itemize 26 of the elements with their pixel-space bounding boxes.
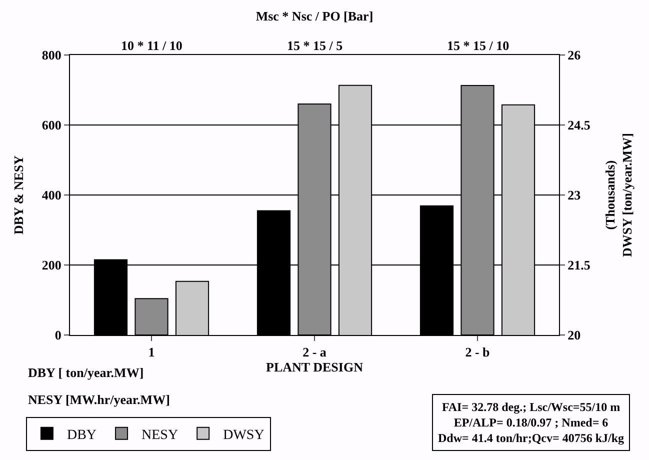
chart-title: Msc * Nsc / PO [Bar] xyxy=(256,8,374,24)
text: 15 * 15 / 5 xyxy=(287,38,344,53)
y2-tick-label: 21.5 xyxy=(568,258,591,273)
legend-label: DWSY xyxy=(223,428,264,443)
y-tick-label: 0 xyxy=(54,328,62,343)
text: 15 * 15 / 10 xyxy=(447,38,510,53)
y2-tick-label: 26 xyxy=(568,48,582,63)
text: 10 * 11 / 10 xyxy=(121,38,182,53)
text: NESY [MW.hr/year.MW] xyxy=(28,392,170,407)
y-tick-label: 200 xyxy=(42,258,62,273)
text: FAI= 32.78 deg.; Lsc/Wsc=55/10 m EP/ALP= 0.18/0.97 ; Nmed= 6 Ddw= 41.4 ton/hr;Qcv= 40756 kJ/kg xyxy=(438,400,624,446)
text: DBY [ ton/year.MW] xyxy=(28,365,144,380)
y-tick-label: 600 xyxy=(42,118,62,133)
legend-label: DBY xyxy=(66,428,97,443)
y-axis-title: DBY & NESY xyxy=(10,154,26,234)
legend-label: NESY xyxy=(142,428,178,443)
y2-tick-label: 20 xyxy=(568,328,581,343)
x-axis-title: PLANT DESIGN xyxy=(266,360,364,375)
y2-tick-label: 23 xyxy=(568,188,582,203)
y2-axis-title: (Thousands) DWSY [ton/year.MW] xyxy=(602,133,634,257)
y2-tick-label: 24.5 xyxy=(568,118,591,133)
x-tick-label: 2 - b xyxy=(465,344,490,360)
y-tick-label: 400 xyxy=(42,188,62,203)
y-tick-label: 800 xyxy=(42,48,62,63)
x-tick-label: 1 xyxy=(148,344,155,360)
x-tick-label: 2 - a xyxy=(302,344,327,360)
